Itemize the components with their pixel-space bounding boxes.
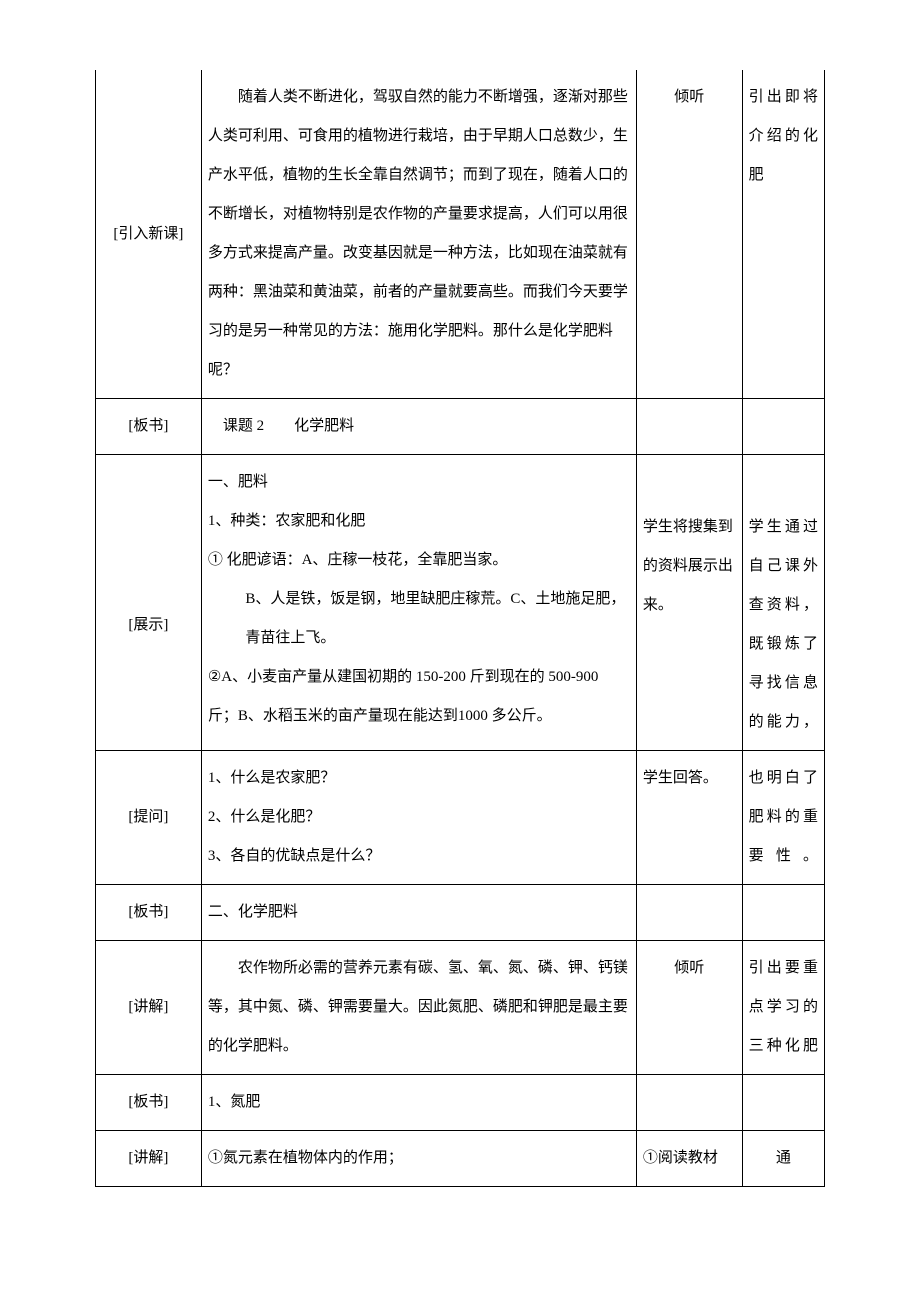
student-activity: 学生回答。 — [636, 751, 742, 885]
table-row: [板书] 课题 2 化学肥料 — [96, 399, 825, 455]
design-intent: 引出即将介绍的化肥 — [742, 70, 824, 399]
table-row: [提问] 1、什么是农家肥？ 2、什么是化肥？ 3、各自的优缺点是什么？ 学生回… — [96, 751, 825, 885]
student-activity — [636, 1075, 742, 1131]
table-row: [讲解] ①氮元素在植物体内的作用； ①阅读教材 通 — [96, 1131, 825, 1187]
table-row: [板书] 1、氮肥 — [96, 1075, 825, 1131]
table-row: [板书] 二、化学肥料 — [96, 885, 825, 941]
table-row: [展示] 一、肥料 1、种类：农家肥和化肥 ① 化肥谚语：A、庄稼一枝花，全靠肥… — [96, 455, 825, 751]
row-label: [板书] — [96, 885, 202, 941]
row-label: [提问] — [96, 751, 202, 885]
table-row: [引入新课] 随着人类不断进化，驾驭自然的能力不断增强，逐渐对那些人类可利用、可… — [96, 70, 825, 399]
row-label: [引入新课] — [96, 70, 202, 399]
design-intent — [742, 1075, 824, 1131]
row-content: ①氮元素在植物体内的作用； — [201, 1131, 636, 1187]
student-activity: 倾听 — [636, 70, 742, 399]
design-intent: 通 — [742, 1131, 824, 1187]
row-label: [展示] — [96, 455, 202, 751]
design-intent — [742, 399, 824, 455]
row-label: [讲解] — [96, 941, 202, 1075]
row-label: [板书] — [96, 1075, 202, 1131]
row-label: [板书] — [96, 399, 202, 455]
student-activity — [636, 399, 742, 455]
row-label: [讲解] — [96, 1131, 202, 1187]
row-content: 1、什么是农家肥？ 2、什么是化肥？ 3、各自的优缺点是什么？ — [201, 751, 636, 885]
design-intent: 学生通过自己课外查资料，既锻炼了寻找信息的能力， — [742, 455, 824, 751]
student-activity: ①阅读教材 — [636, 1131, 742, 1187]
lesson-plan-table: [引入新课] 随着人类不断进化，驾驭自然的能力不断增强，逐渐对那些人类可利用、可… — [95, 70, 825, 1187]
row-content: 农作物所必需的营养元素有碳、氢、氧、氮、磷、钾、钙镁等，其中氮、磷、钾需要量大。… — [201, 941, 636, 1075]
student-activity: 倾听 — [636, 941, 742, 1075]
table-row: [讲解] 农作物所必需的营养元素有碳、氢、氧、氮、磷、钾、钙镁等，其中氮、磷、钾… — [96, 941, 825, 1075]
row-content: 随着人类不断进化，驾驭自然的能力不断增强，逐渐对那些人类可利用、可食用的植物进行… — [201, 70, 636, 399]
design-intent: 也明白了肥料的重要性。 — [742, 751, 824, 885]
row-content: 1、氮肥 — [201, 1075, 636, 1131]
design-intent: 引出要重点学习的三种化肥 — [742, 941, 824, 1075]
student-activity — [636, 885, 742, 941]
row-content: 一、肥料 1、种类：农家肥和化肥 ① 化肥谚语：A、庄稼一枝花，全靠肥当家。 B… — [201, 455, 636, 751]
row-content: 课题 2 化学肥料 — [201, 399, 636, 455]
student-activity: 学生将搜集到的资料展示出来。 — [636, 455, 742, 751]
row-content: 二、化学肥料 — [201, 885, 636, 941]
design-intent — [742, 885, 824, 941]
